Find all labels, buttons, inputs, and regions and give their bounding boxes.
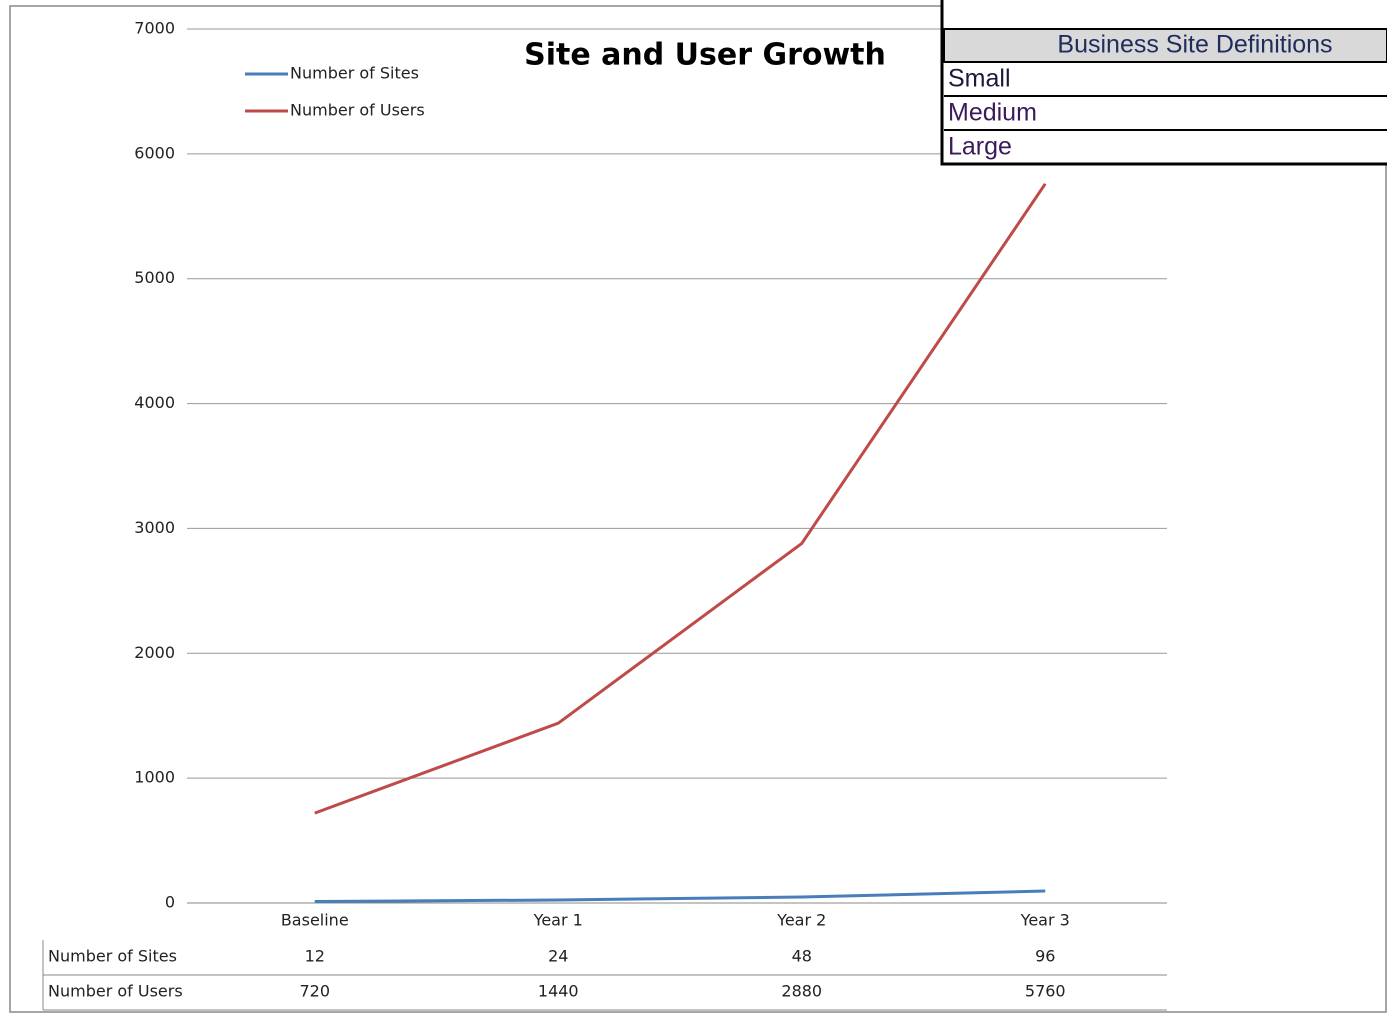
series-line [314,889,1046,904]
y-tick-label: 4000 [134,393,175,412]
table-value: 12 [305,947,325,966]
definition-row: Medium [948,99,1037,127]
table-value: 1440 [538,982,579,1001]
definition-row: Small [948,65,1011,93]
table-value: 720 [299,982,330,1001]
y-tick-label: 7000 [134,19,175,38]
definitions-header: Business Site Definitions [1057,31,1332,59]
y-tick-label: 0 [165,893,175,912]
legend-label: Number of Sites [290,64,419,83]
chart-border [9,5,1387,1013]
table-value: 2880 [781,982,822,1001]
table-value: 48 [792,947,812,966]
definition-row: Large [948,133,1012,161]
legend-label: Number of Users [290,101,425,120]
y-tick-label: 2000 [134,643,175,662]
site-definitions: Business Site Definitions Small Medium L… [940,0,1387,166]
chart-title: Site and User Growth [524,38,886,73]
x-tick-label: Year 2 [776,911,826,930]
table-row-label: Number of Sites [48,947,177,966]
x-tick-label: Baseline [281,911,349,930]
y-tick-label: 6000 [134,143,175,162]
table-value: 5760 [1025,982,1066,1001]
x-tick-label: Year 1 [533,911,583,930]
series-line [314,182,1047,815]
y-tick-label: 1000 [134,768,175,787]
definitions-box [940,0,1387,166]
table-value: 24 [548,947,568,966]
y-tick-label: 3000 [134,518,175,537]
y-tick-label: 5000 [134,268,175,287]
table-value: 96 [1035,947,1055,966]
x-tick-label: Year 3 [1020,911,1070,930]
table-row-label: Number of Users [48,982,183,1001]
definitions-header-bg [943,28,1387,63]
